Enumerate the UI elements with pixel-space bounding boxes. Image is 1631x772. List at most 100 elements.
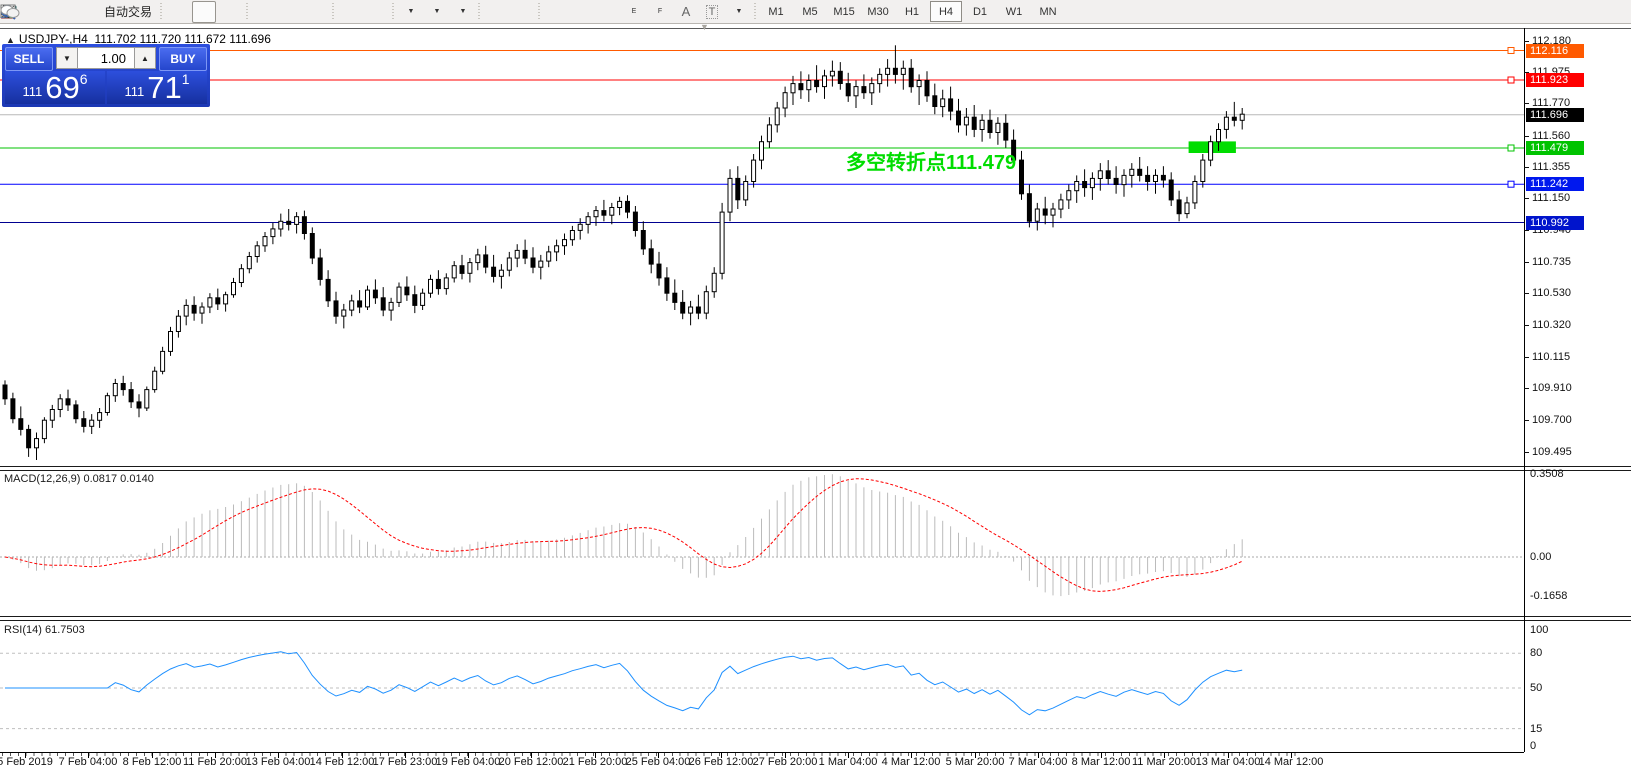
- price-chart-canvas[interactable]: [0, 30, 1524, 466]
- line-marker[interactable]: [1507, 47, 1515, 54]
- macd-panel-splitter[interactable]: [0, 466, 1631, 471]
- timeframe-w1[interactable]: W1: [1005, 5, 1023, 18]
- time-axis-minor-ticks: [2, 753, 1302, 756]
- label-tool-icon[interactable]: T: [700, 1, 724, 23]
- window-splitter-arrow[interactable]: ▼: [700, 22, 709, 32]
- price-tick-label: 110.115: [1532, 351, 1571, 363]
- line-marker[interactable]: [1507, 76, 1515, 84]
- time-tick-mark: [215, 753, 216, 758]
- vertical-line-tool-icon[interactable]: [4, 1, 568, 23]
- price-badge-111.696: 111.696: [1526, 108, 1584, 122]
- time-tick-label: 8 Feb 12:00: [122, 756, 182, 768]
- search-icon[interactable]: [1, 1, 1577, 23]
- timeframe-d1[interactable]: D1: [972, 5, 988, 18]
- sell-button[interactable]: SELL: [5, 47, 53, 71]
- price-badge-111.479: 111.479: [1526, 141, 1584, 155]
- price-tick-mark: [1524, 388, 1529, 389]
- price-tick-mark: [1524, 103, 1529, 104]
- collapse-arrow-icon[interactable]: ▲: [6, 35, 15, 45]
- market-icon[interactable]: [0, 1, 72, 23]
- indicators-icon[interactable]: ▼: [0, 1, 474, 23]
- timeframe-h4[interactable]: H4: [930, 1, 963, 22]
- price-tick-label: 109.910: [1532, 382, 1572, 394]
- buy-price[interactable]: 111 71 1: [107, 71, 207, 104]
- rsi-axis-label: 80: [1530, 647, 1543, 659]
- new-template-icon[interactable]: ▼: [1, 1, 422, 23]
- volume-stepper: ▼ 1.00 ▲: [56, 47, 156, 69]
- macd-signal-line: [4, 478, 1243, 592]
- candlestick-chart-type-icon[interactable]: [1, 0, 217, 23]
- time-tick-mark: [531, 753, 532, 758]
- autotrading-label: 自动交易: [104, 5, 153, 19]
- timeframe-m30[interactable]: M30: [867, 5, 889, 18]
- one-click-trading-panel: SELL ▼ 1.00 ▲ BUY 111 69 6 111 71 1: [2, 44, 210, 107]
- chart-shift-icon[interactable]: [1, 1, 388, 23]
- line-marker[interactable]: [1507, 144, 1515, 152]
- chat-icon[interactable]: [0, 1, 1603, 23]
- zoom-in-icon[interactable]: [1, 1, 276, 23]
- volume-increase-button[interactable]: ▲: [134, 47, 156, 69]
- time-tick-label: 13 Mar 04:00: [1195, 756, 1261, 768]
- time-tick-mark: [25, 753, 26, 758]
- timeframe-m5[interactable]: M5: [802, 5, 818, 18]
- timeframe-h1[interactable]: H1: [904, 5, 920, 18]
- time-tick-mark: [278, 753, 279, 758]
- auto-scroll-icon[interactable]: [1, 1, 362, 23]
- time-tick-mark: [1164, 753, 1165, 758]
- sell-price[interactable]: 111 69 6: [5, 71, 105, 104]
- bar-chart-type-icon[interactable]: [2, 1, 190, 23]
- autotrading-button[interactable]: 自动交易: [0, 1, 156, 23]
- deposit-icon[interactable]: [0, 1, 46, 23]
- rsi-canvas[interactable]: [0, 620, 1524, 752]
- time-tick-label: 21 Feb 20:00: [562, 756, 628, 768]
- sell-button-label: SELL: [13, 52, 45, 66]
- time-tick-mark: [88, 753, 89, 758]
- horizontal-line-tool-icon[interactable]: [1, 1, 594, 23]
- tile-windows-icon[interactable]: [1, 1, 328, 23]
- price-tick-label: 111.560: [1532, 130, 1571, 142]
- buy-button[interactable]: BUY: [159, 47, 207, 71]
- text-tool-letter: A: [681, 4, 691, 19]
- buy-price-point: 1: [181, 71, 190, 87]
- line-marker[interactable]: [1507, 180, 1515, 188]
- signals-icon[interactable]: [1, 1, 98, 23]
- time-tick-label: 5 Feb 2019: [0, 756, 53, 768]
- zoom-out-icon[interactable]: [1, 1, 302, 23]
- sell-price-figure: 111: [22, 84, 43, 99]
- time-tick-mark: [152, 753, 153, 758]
- price-tick-label: 111.150: [1532, 192, 1571, 204]
- arrows-tool-icon[interactable]: ▼: [3, 1, 750, 23]
- time-tick-label: 26 Feb 12:00: [688, 756, 754, 768]
- trendline-tool-icon[interactable]: [1, 1, 620, 23]
- time-tick-mark: [911, 753, 912, 758]
- timeframe-m15[interactable]: M15: [833, 5, 855, 18]
- volume-decrease-button[interactable]: ▼: [56, 47, 78, 69]
- price-badge-110.992: 110.992: [1526, 216, 1584, 230]
- fibonacci-tool-icon[interactable]: F: [2, 1, 672, 23]
- dropdown-arrow-icon[interactable]: ▼: [433, 8, 441, 15]
- macd-canvas[interactable]: [0, 470, 1524, 616]
- label-tool-letter: T: [705, 4, 719, 19]
- price-badge-111.923: 111.923: [1526, 73, 1584, 87]
- price-tick-label: 110.735: [1532, 256, 1571, 268]
- rsi-panel-splitter[interactable]: [0, 616, 1631, 621]
- timeframe-mn[interactable]: MN: [1039, 5, 1057, 18]
- channel-tool-icon[interactable]: E: [0, 1, 646, 23]
- pivot-annotation[interactable]: 多空转折点111.479: [846, 152, 1017, 174]
- timeframe-m1[interactable]: M1: [768, 5, 784, 18]
- line-chart-type-icon[interactable]: [0, 1, 242, 23]
- cursor-tool-icon[interactable]: [3, 1, 508, 23]
- periods-clock-icon[interactable]: ▼: [1, 1, 448, 23]
- dropdown-arrow-icon[interactable]: ▼: [407, 8, 415, 15]
- text-tool-icon[interactable]: A: [674, 1, 698, 23]
- dropdown-arrow-icon[interactable]: ▼: [735, 8, 743, 15]
- dropdown-arrow-icon[interactable]: ▼: [459, 8, 467, 15]
- price-tick-label: 109.700: [1532, 414, 1572, 426]
- volume-value[interactable]: 1.00: [78, 47, 134, 69]
- toolbar-separator: [478, 2, 481, 21]
- crosshair-tool-icon[interactable]: [1, 1, 534, 23]
- price-tick-label: 110.320: [1532, 319, 1571, 331]
- time-tick-label: 14 Mar 12:00: [1258, 756, 1324, 768]
- time-tick-label: 20 Feb 12:00: [498, 756, 564, 768]
- price-tick-mark: [1524, 325, 1529, 326]
